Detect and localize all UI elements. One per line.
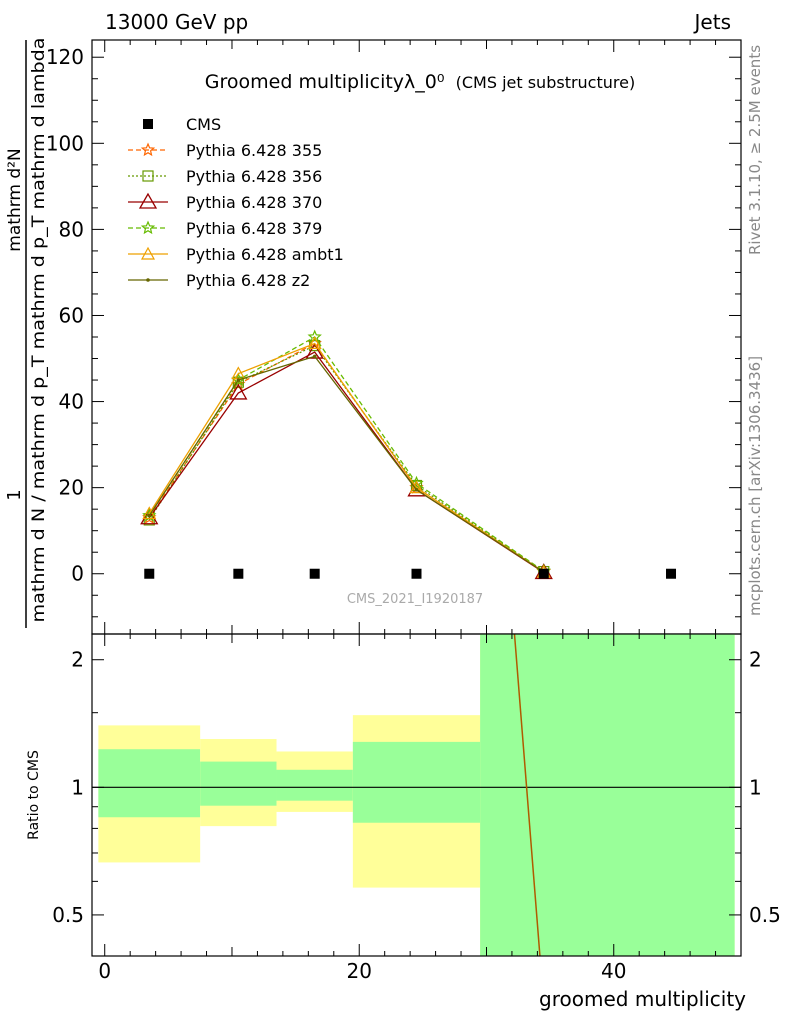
cms-data-point <box>666 568 677 579</box>
series-4-marker <box>307 329 322 344</box>
legend-label-3: Pythia 6.428 370 <box>186 193 322 212</box>
y-tick-label: 40 <box>59 390 84 414</box>
series-line-4 <box>148 336 545 572</box>
series-line-2 <box>148 344 545 573</box>
side-text-top: Rivet 3.1.10, ≥ 2.5M events <box>746 45 764 255</box>
series-5-marker <box>307 336 322 350</box>
ratio-mc-line <box>513 634 541 956</box>
ratio-y-tick-label: 1 <box>71 775 84 799</box>
series-line-1 <box>148 342 545 573</box>
legend-label-2: Pythia 6.428 356 <box>186 167 322 186</box>
series-6-marker <box>312 354 317 359</box>
side-text-bottom: mcplots.cern.ch [arXiv:1306.3436] <box>746 356 764 616</box>
cms-data-point <box>411 568 422 579</box>
legend-marker-4 <box>140 220 156 235</box>
x-tick-label: 40 <box>601 959 626 983</box>
ratio-bands-layer <box>92 634 741 956</box>
y-label-prefix: 1 <box>4 489 25 500</box>
ratio-y-tick-label: 2 <box>71 648 84 672</box>
x-axis-label: groomed multiplicity <box>539 987 746 1011</box>
watermark: CMS_2021_I1920187 <box>347 592 483 607</box>
chart-subtitle: (CMS jet substructure) <box>456 73 636 92</box>
legend-label-1: Pythia 6.428 355 <box>186 141 322 160</box>
legend-label-6: Pythia 6.428 z2 <box>186 271 310 290</box>
legend: CMS Pythia 6.428 355 Pythia 6.428 356 Pythi… <box>128 115 344 290</box>
x-tick-label: 20 <box>347 959 372 983</box>
legend-marker-1 <box>140 142 156 157</box>
cms-data-point <box>538 568 549 579</box>
series-line-3 <box>148 351 545 573</box>
y-tick-label: 60 <box>59 303 84 327</box>
y-tick-label: 120 <box>46 45 84 69</box>
ratio-frame <box>91 633 742 957</box>
y-tick-label: 20 <box>59 476 84 500</box>
series-6-marker <box>414 488 419 492</box>
ratio-y-tick-label-right: 1 <box>749 775 762 799</box>
ratio-band-green <box>98 749 201 818</box>
series-5-marker <box>142 506 157 520</box>
legend-label-4: Pythia 6.428 379 <box>186 219 322 238</box>
y-tick-label: 80 <box>59 217 84 241</box>
series-6-marker <box>147 513 152 518</box>
ratio-band-green <box>480 634 735 956</box>
main-plot-area: 0 20 40 60 80 100 120 <box>46 39 742 635</box>
chart-title-main: Groomed multiplicityλ_0⁰ <box>205 71 445 93</box>
legend-label-0: CMS <box>186 115 221 134</box>
legend-marker-5 <box>140 246 156 260</box>
ratio-y-tick-label-right: 0.5 <box>749 903 781 927</box>
cms-data-point <box>233 568 244 579</box>
legend-marker-cms <box>143 119 153 129</box>
legend-marker-6 <box>146 278 150 282</box>
series-layer <box>140 329 677 580</box>
series-3-marker <box>140 508 159 525</box>
y-label-numerator: mathrm d²N <box>5 148 25 251</box>
ratio-y-tick-label: 0.5 <box>52 903 84 927</box>
y-tick-label: 0 <box>71 562 84 586</box>
cms-data-point <box>309 568 320 579</box>
series-3-marker <box>229 383 248 400</box>
legend-marker-3 <box>138 192 158 209</box>
x-tick-label: 0 <box>98 959 111 983</box>
chart-title: Groomed multiplicityλ_0⁰ (CMS jet substr… <box>205 71 635 93</box>
ratio-y-tick-label-right: 2 <box>749 648 762 672</box>
header-right: Jets <box>693 10 731 34</box>
legend-label-5: Pythia 6.428 ambt1 <box>186 245 344 264</box>
series-5-marker <box>409 480 424 494</box>
series-line-5 <box>148 342 545 573</box>
y-tick-label: 100 <box>46 131 84 155</box>
cms-data-point <box>144 568 155 579</box>
ratio-band-green <box>276 769 353 801</box>
header-left: 13000 GeV pp <box>105 10 248 34</box>
legend-marker-2 <box>142 170 154 182</box>
ratio-y-label: Ratio to CMS <box>26 750 42 840</box>
ratio-band-green <box>352 741 481 823</box>
ratio-plot-area: 0.5 0.51 12 20 20 40 <box>52 633 781 983</box>
ratio-band-green <box>200 761 277 806</box>
series-6-marker <box>236 378 241 382</box>
y-label-denominator: mathrm d N / mathrm d p_T mathrm d p_T m… <box>29 38 49 623</box>
